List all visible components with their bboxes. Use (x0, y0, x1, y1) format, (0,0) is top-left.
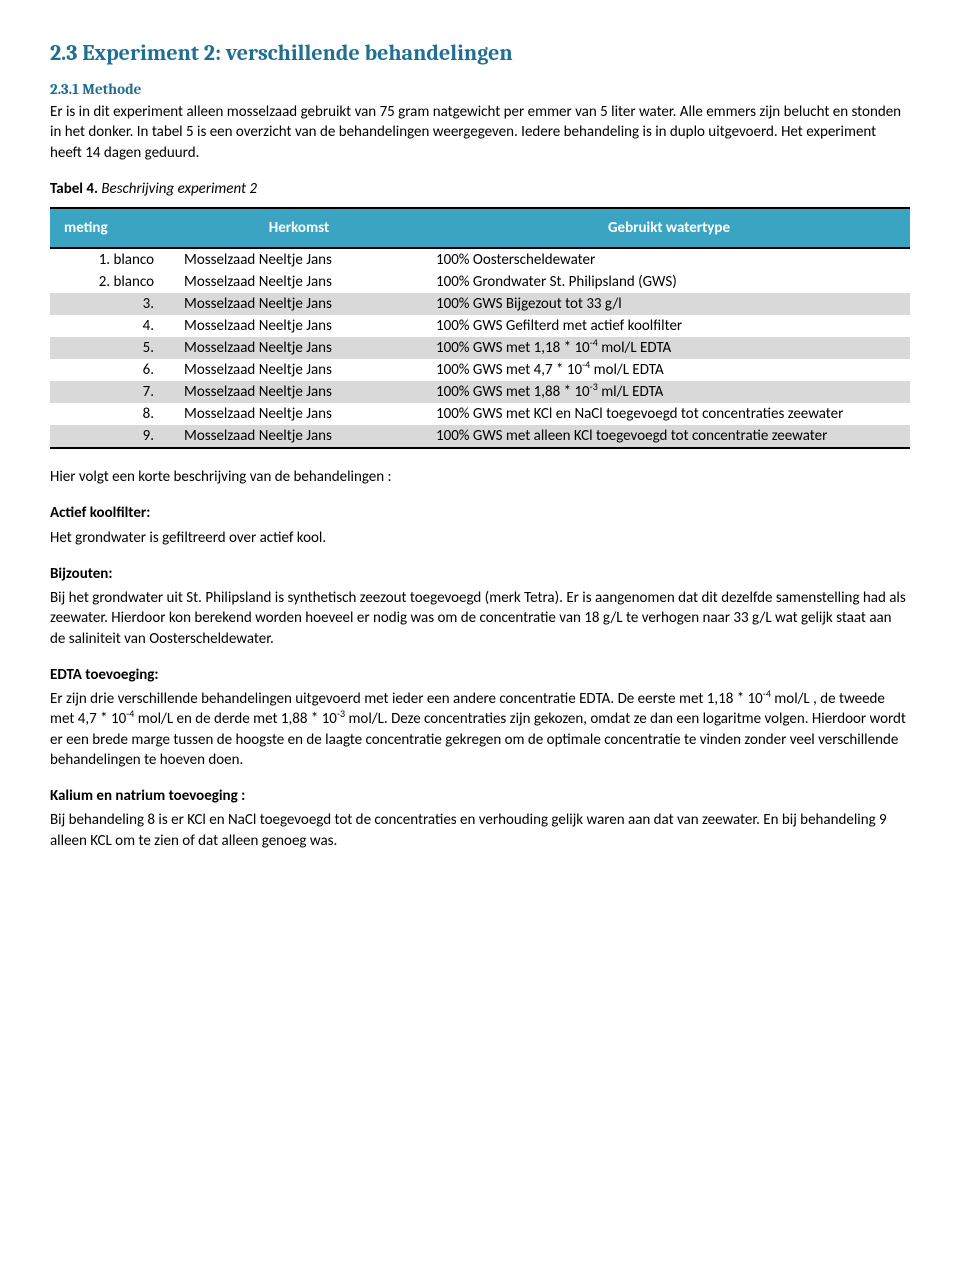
cell-watertype: 100% Oosterscheldewater (422, 248, 910, 271)
text-koolfilter: Het grondwater is gefiltreerd over actie… (50, 528, 910, 548)
cell-meting: 5. (50, 337, 170, 359)
table-caption-bold: Tabel 4. (50, 180, 98, 198)
label-edta: EDTA toevoeging: (50, 665, 910, 685)
text-kalium: Bij behandeling 8 is er KCl en NaCl toeg… (50, 810, 910, 851)
table-row: 7.Mosselzaad Neeltje Jans100% GWS met 1,… (50, 381, 910, 403)
table-row: 3.Mosselzaad Neeltje Jans100% GWS Bijgez… (50, 293, 910, 315)
cell-herkomst: Mosselzaad Neeltje Jans (170, 403, 422, 425)
cell-herkomst: Mosselzaad Neeltje Jans (170, 359, 422, 381)
table-caption-italic: Beschrijving experiment 2 (98, 180, 257, 198)
cell-watertype: 100% GWS Bijgezout tot 33 g/l (422, 293, 910, 315)
cell-watertype: 100% GWS met alleen KCl toegevoegd tot c… (422, 425, 910, 448)
cell-meting: 3. (50, 293, 170, 315)
cell-watertype: 100% GWS Gefilterd met actief koolfilter (422, 315, 910, 337)
label-koolfilter: Actief koolfilter: (50, 503, 910, 523)
cell-meting: 6. (50, 359, 170, 381)
cell-watertype: 100% GWS met KCl en NaCl toegevoegd tot … (422, 403, 910, 425)
text-edta: Er zijn drie verschillende behandelingen… (50, 689, 910, 770)
label-bijzouten: Bijzouten: (50, 564, 910, 584)
cell-herkomst: Mosselzaad Neeltje Jans (170, 271, 422, 293)
cell-watertype: 100% GWS met 1,18 * 10-4 mol/L EDTA (422, 337, 910, 359)
col-header-meting: meting (50, 208, 170, 248)
table-row: 8.Mosselzaad Neeltje Jans100% GWS met KC… (50, 403, 910, 425)
label-kalium: Kalium en natrium toevoeging : (50, 786, 910, 806)
section-heading: 2.3 Experiment 2: verschillende behandel… (50, 40, 910, 66)
cell-watertype: 100% GWS met 1,88 * 10-3 ml/L EDTA (422, 381, 910, 403)
table-row: 2. blancoMosselzaad Neeltje Jans100% Gro… (50, 271, 910, 293)
intro-paragraph: Er is in dit experiment alleen mosselzaa… (50, 102, 910, 163)
cell-meting: 9. (50, 425, 170, 448)
cell-watertype: 100% GWS met 4,7 * 10-4 mol/L EDTA (422, 359, 910, 381)
cell-herkomst: Mosselzaad Neeltje Jans (170, 315, 422, 337)
cell-herkomst: Mosselzaad Neeltje Jans (170, 425, 422, 448)
cell-meting: 8. (50, 403, 170, 425)
cell-meting: 7. (50, 381, 170, 403)
cell-herkomst: Mosselzaad Neeltje Jans (170, 293, 422, 315)
table-row: 6.Mosselzaad Neeltje Jans100% GWS met 4,… (50, 359, 910, 381)
subsection-heading: 2.3.1 Methode (50, 80, 910, 98)
cell-meting: 4. (50, 315, 170, 337)
table-header-row: meting Herkomst Gebruikt watertype (50, 208, 910, 248)
cell-herkomst: Mosselzaad Neeltje Jans (170, 381, 422, 403)
text-bijzouten: Bij het grondwater uit St. Philipsland i… (50, 588, 910, 649)
table-row: 1. blancoMosselzaad Neeltje Jans100% Oos… (50, 248, 910, 271)
table-row: 5.Mosselzaad Neeltje Jans100% GWS met 1,… (50, 337, 910, 359)
cell-meting: 1. blanco (50, 248, 170, 271)
table-row: 9.Mosselzaad Neeltje Jans100% GWS met al… (50, 425, 910, 448)
col-header-herkomst: Herkomst (170, 208, 422, 248)
cell-watertype: 100% Grondwater St. Philipsland (GWS) (422, 271, 910, 293)
cell-herkomst: Mosselzaad Neeltje Jans (170, 337, 422, 359)
table-caption: Tabel 4. Beschrijving experiment 2 (50, 179, 910, 199)
experiment-table: meting Herkomst Gebruikt watertype 1. bl… (50, 207, 910, 449)
col-header-watertype: Gebruikt watertype (422, 208, 910, 248)
cell-meting: 2. blanco (50, 271, 170, 293)
table-row: 4.Mosselzaad Neeltje Jans100% GWS Gefilt… (50, 315, 910, 337)
table-body: 1. blancoMosselzaad Neeltje Jans100% Oos… (50, 248, 910, 448)
description-intro: Hier volgt een korte beschrijving van de… (50, 467, 910, 487)
cell-herkomst: Mosselzaad Neeltje Jans (170, 248, 422, 271)
